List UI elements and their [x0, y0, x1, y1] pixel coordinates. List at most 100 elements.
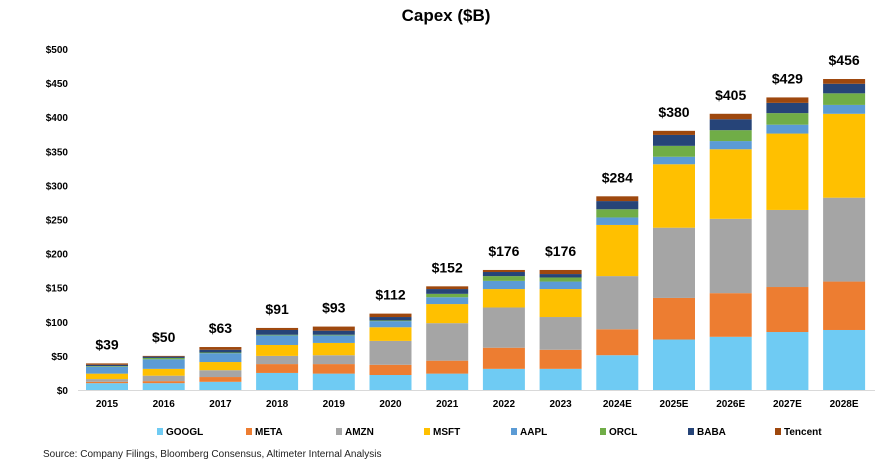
bar-segment-amzn	[426, 323, 469, 361]
x-tick-label: 2018	[266, 399, 289, 410]
bar-segment-orcl	[596, 209, 639, 218]
bar-segment-orcl	[653, 145, 695, 157]
y-tick-label: $0	[57, 386, 69, 397]
x-tick-label: 2016	[153, 399, 176, 410]
legend-label: META	[255, 427, 283, 438]
bar-segment-baba	[596, 201, 639, 210]
bar-segment-googl	[482, 368, 525, 390]
bar-segment-aapl	[482, 280, 525, 290]
x-tick-label: 2015	[96, 399, 119, 410]
bar-segment-msft	[596, 224, 639, 277]
legend-swatch-msft	[424, 428, 430, 435]
bar-segment-googl	[823, 329, 866, 390]
legend-label: Tencent	[784, 427, 822, 438]
bar-segment-tencent	[426, 286, 469, 290]
bar-segment-orcl	[256, 334, 299, 336]
bar-segment-tencent	[369, 313, 412, 318]
bar-segment-tencent	[142, 355, 185, 357]
x-tick-label: 2017	[209, 399, 232, 410]
bar-segment-amzn	[86, 379, 128, 382]
bar-segment-aapl	[709, 141, 752, 150]
bar-segment-orcl	[823, 93, 866, 105]
legend-label: AMZN	[345, 427, 374, 438]
bar-segment-aapl	[539, 281, 582, 290]
bar-segment-msft	[709, 149, 752, 219]
x-tick-label: 2023	[549, 399, 572, 410]
y-tick-label: $150	[46, 284, 69, 295]
bar-segment-msft	[539, 289, 582, 318]
bar-segment-tencent	[766, 97, 809, 103]
bar-segment-baba	[142, 356, 185, 358]
bar-segment-googl	[596, 355, 639, 390]
bar-segment-googl	[426, 373, 469, 390]
source-note: Source: Company Filings, Bloomberg Conse…	[43, 449, 382, 460]
legend-swatch-tencent	[775, 428, 781, 435]
bar-segment-orcl	[426, 293, 469, 298]
bar-segment-tencent	[256, 327, 299, 330]
bar-segment-orcl	[539, 277, 582, 282]
total-label: $112	[375, 287, 406, 303]
bar-segment-amzn	[142, 375, 185, 382]
total-label: $176	[488, 243, 519, 259]
bar-segment-aapl	[369, 321, 412, 328]
x-tick-label: 2028E	[830, 399, 859, 410]
bar-segment-amzn	[596, 276, 639, 330]
bar-segment-meta	[369, 364, 412, 375]
bar-segment-googl	[256, 372, 299, 390]
legend-label: ORCL	[609, 427, 637, 438]
bar-segment-amzn	[766, 209, 809, 288]
bar-segment-tencent	[312, 326, 355, 331]
bar-segment-aapl	[86, 366, 128, 374]
legend-swatch-meta	[246, 428, 252, 435]
total-label: $429	[772, 70, 803, 86]
bar-segment-aapl	[823, 104, 866, 114]
legend-label: GOOGL	[166, 427, 203, 438]
legend-swatch-amzn	[336, 428, 342, 435]
legend-label: MSFT	[433, 427, 460, 438]
bar-segment-msft	[369, 327, 412, 341]
bar-segment-baba	[766, 102, 809, 114]
legend-swatch-orcl	[600, 428, 606, 435]
bar-segment-googl	[653, 339, 695, 390]
total-label: $456	[829, 52, 860, 68]
total-label: $380	[658, 104, 689, 120]
bar-segment-orcl	[86, 366, 128, 367]
bar-segment-amzn	[369, 340, 412, 365]
bar-segment-aapl	[596, 217, 639, 225]
bar-segment-tencent	[482, 269, 525, 273]
bar-segment-meta	[142, 381, 185, 384]
bar-segment-amzn	[653, 227, 695, 298]
bar-segment-meta	[709, 293, 752, 337]
bar-segment-googl	[312, 373, 355, 390]
total-label: $91	[265, 301, 289, 317]
x-tick-label: 2020	[379, 399, 402, 410]
bar-segment-baba	[823, 83, 866, 94]
bar-segment-tencent	[709, 113, 752, 120]
bar-segment-msft	[142, 368, 185, 376]
bar-segment-amzn	[199, 370, 242, 378]
bar-segment-baba	[256, 329, 299, 335]
total-label: $93	[322, 300, 346, 316]
bar-segment-tencent	[86, 363, 128, 365]
bar-segment-meta	[823, 281, 866, 330]
bar-segment-meta	[653, 297, 695, 340]
y-tick-label: $400	[46, 113, 69, 124]
y-tick-label: $500	[46, 45, 69, 56]
bar-segment-orcl	[369, 320, 412, 322]
bar-segment-amzn	[823, 197, 866, 282]
bar-segment-aapl	[426, 297, 469, 305]
bar-segment-googl	[86, 383, 128, 390]
bar-segment-meta	[596, 329, 639, 356]
x-tick-label: 2021	[436, 399, 459, 410]
bar-segment-baba	[482, 272, 525, 277]
bar-segment-orcl	[199, 352, 242, 354]
bar-segment-meta	[482, 347, 525, 369]
bar-segment-meta	[426, 360, 469, 374]
x-tick-label: 2024E	[603, 399, 632, 410]
legend-swatch-baba	[688, 428, 694, 435]
total-label: $50	[152, 329, 176, 345]
total-label: $39	[95, 336, 119, 352]
bar-segment-msft	[86, 373, 128, 380]
bar-segment-msft	[426, 304, 469, 324]
